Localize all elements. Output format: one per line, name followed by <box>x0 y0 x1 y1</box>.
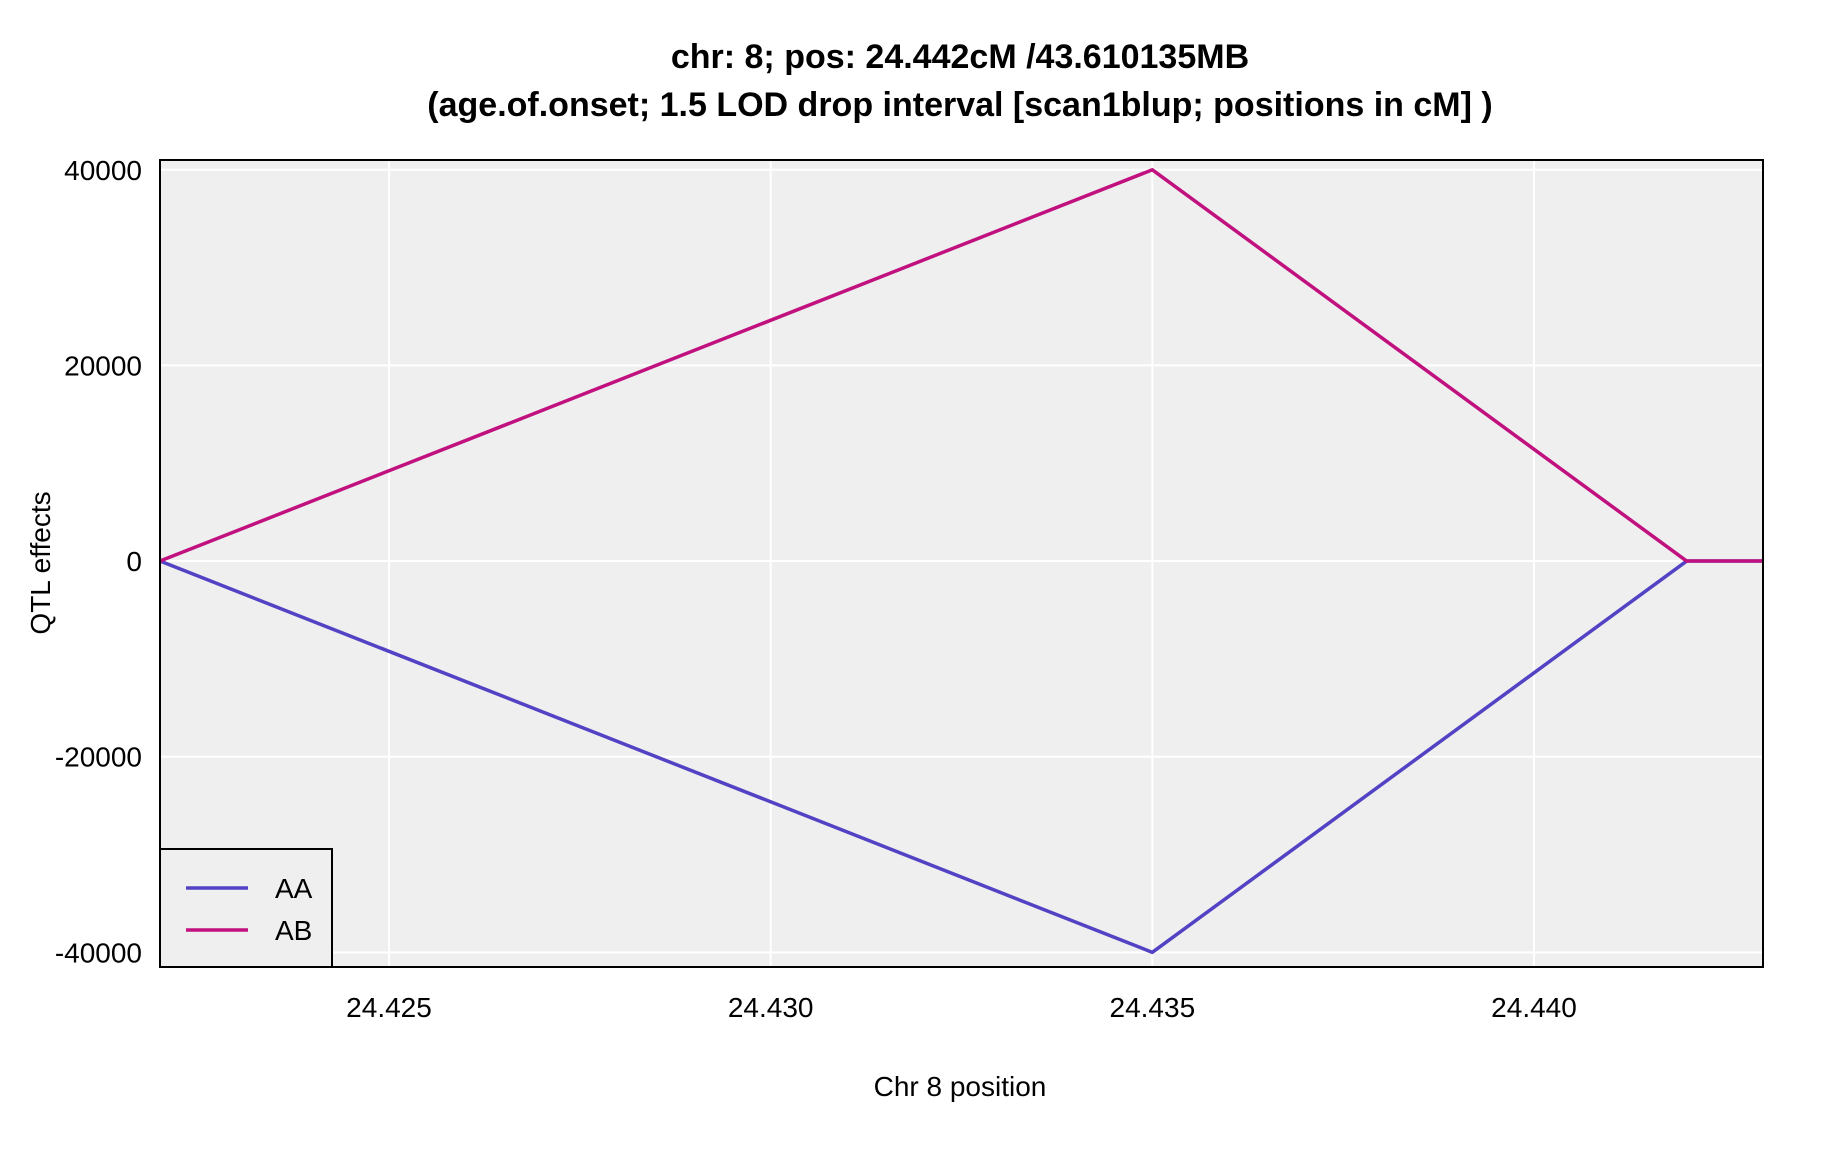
chart-legend: AA AB <box>159 848 333 968</box>
x-axis-label: Chr 8 position <box>874 1071 1047 1102</box>
legend-label-aa: AA <box>275 873 313 904</box>
x-tick-label: 24.440 <box>1491 992 1577 1023</box>
y-axis-label: QTL effects <box>25 491 56 634</box>
y-tick-label: 20000 <box>64 350 142 381</box>
x-tick-label: 24.435 <box>1110 992 1196 1023</box>
y-tick-label: 40000 <box>64 155 142 186</box>
y-tick-label: -40000 <box>55 937 142 968</box>
plot-panel <box>160 160 1763 967</box>
x-tick-label: 24.430 <box>728 992 814 1023</box>
plot-border <box>159 159 1764 968</box>
x-tick-labels: 24.425 24.430 24.435 24.440 <box>346 992 1577 1023</box>
x-tick-label: 24.425 <box>346 992 432 1023</box>
series-lines <box>159 168 1763 955</box>
legend-box <box>159 848 333 968</box>
legend-label-ab: AB <box>275 915 312 946</box>
chart-title-line-1: chr: 8; pos: 24.442cM /43.610135MB <box>671 38 1249 76</box>
series-line-ab <box>159 168 1763 563</box>
y-tick-label: 0 <box>126 546 142 577</box>
grid-lines <box>160 160 1763 967</box>
chart-title-line-2: (age.of.onset; 1.5 LOD drop interval [sc… <box>427 86 1492 124</box>
y-tick-label: -20000 <box>55 742 142 773</box>
y-tick-labels: -40000 -20000 0 20000 40000 <box>55 155 142 969</box>
